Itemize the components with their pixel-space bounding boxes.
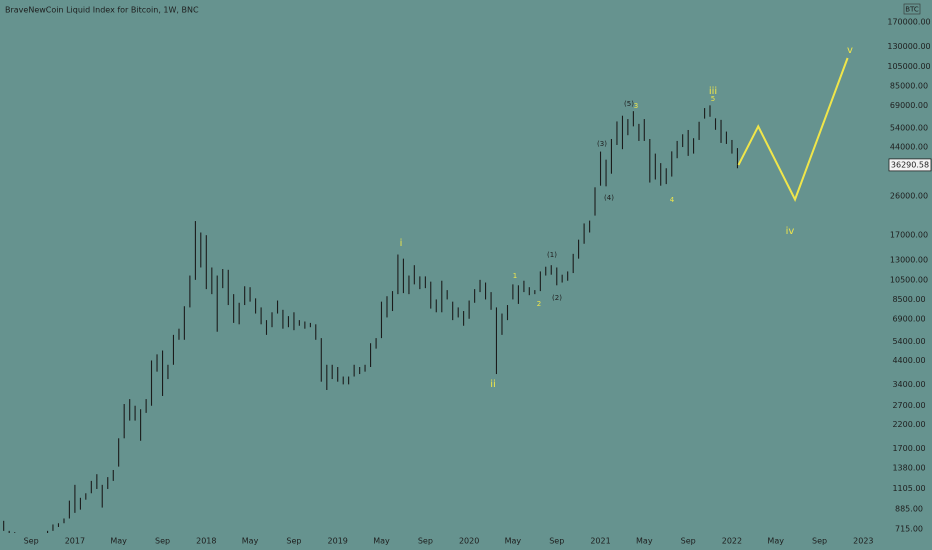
x-tick-label: May (636, 537, 653, 546)
y-tick-label: 13000.00 (890, 256, 928, 265)
y-tick-label: 54000.00 (890, 124, 928, 133)
y-tick-label: 1700.00 (892, 444, 925, 453)
y-tick-label: 8500.00 (892, 295, 925, 304)
x-tick-label: May (505, 537, 522, 546)
wave-label: iii (709, 86, 717, 97)
x-tick-label: 2017 (65, 537, 85, 546)
last-price: 36290.58 (891, 160, 929, 169)
chart-title: BraveNewCoin Liquid Index for Bitcoin, 1… (5, 6, 199, 15)
y-tick-label: 5400.00 (892, 337, 925, 346)
x-tick-label: 2018 (196, 537, 216, 546)
wave-label: (1) (547, 251, 557, 259)
wave-label: i (400, 238, 403, 249)
y-tick-label: 10500.00 (890, 275, 928, 284)
y-tick-label: 130000.00 (887, 42, 930, 51)
wave-label: 5 (711, 95, 715, 103)
x-tick-label: 2022 (722, 537, 742, 546)
wave-label: v (847, 45, 853, 56)
wave-label: (4) (604, 194, 614, 202)
y-tick-label: 6900.00 (892, 314, 925, 323)
x-tick-label: 2019 (328, 537, 348, 546)
y-tick-label: 1380.00 (892, 463, 925, 472)
wave-label: 3 (634, 102, 638, 110)
y-tick-label: 17000.00 (890, 231, 928, 240)
y-tick-label: 2200.00 (892, 420, 925, 429)
wave-label: (3) (597, 140, 607, 148)
x-tick-label: Sep (24, 537, 39, 546)
wave-label: 1 (513, 272, 517, 280)
y-tick-label: 44000.00 (890, 143, 928, 152)
x-tick-label: 2021 (590, 537, 610, 546)
y-tick-label: 2700.00 (892, 401, 925, 410)
y-tick-label: 85000.00 (890, 82, 928, 91)
x-tick-label: Sep (549, 537, 564, 546)
x-tick-label: Sep (418, 537, 433, 546)
currency: BTC (905, 6, 919, 14)
y-tick-label: 4400.00 (892, 356, 925, 365)
y-tick-label: 69000.00 (890, 101, 928, 110)
wave-label: (5) (624, 100, 634, 108)
wave-label: iv (786, 226, 795, 237)
projection-line (737, 57, 849, 202)
y-tick-label: 26000.00 (890, 191, 928, 200)
price-bars (3, 105, 739, 533)
y-tick-label: 170000.00 (887, 17, 930, 26)
wave-label: ii (490, 379, 496, 390)
wave-label: 2 (537, 300, 541, 308)
x-tick-label: May (110, 537, 127, 546)
wave-label: (2) (552, 294, 562, 302)
x-tick-label: Sep (681, 537, 696, 546)
y-tick-label: 885.00 (895, 505, 923, 514)
x-tick-label: 2023 (853, 537, 873, 546)
y-tick-label: 1105.00 (892, 484, 925, 493)
x-tick-label: Sep (155, 537, 170, 546)
x-tick-label: May (373, 537, 390, 546)
wave-label: 4 (670, 196, 675, 204)
currency-box (903, 3, 921, 15)
y-tick-label: 715.00 (895, 524, 923, 533)
y-tick-label: 105000.00 (887, 62, 930, 71)
x-tick-label: 2020 (459, 537, 479, 546)
x-tick-label: Sep (286, 537, 301, 546)
y-tick-label: 3400.00 (892, 380, 925, 389)
x-tick-label: Sep (812, 537, 827, 546)
last-price-box (888, 158, 932, 172)
x-tick-label: May (767, 537, 784, 546)
x-tick-label: May (242, 537, 259, 546)
